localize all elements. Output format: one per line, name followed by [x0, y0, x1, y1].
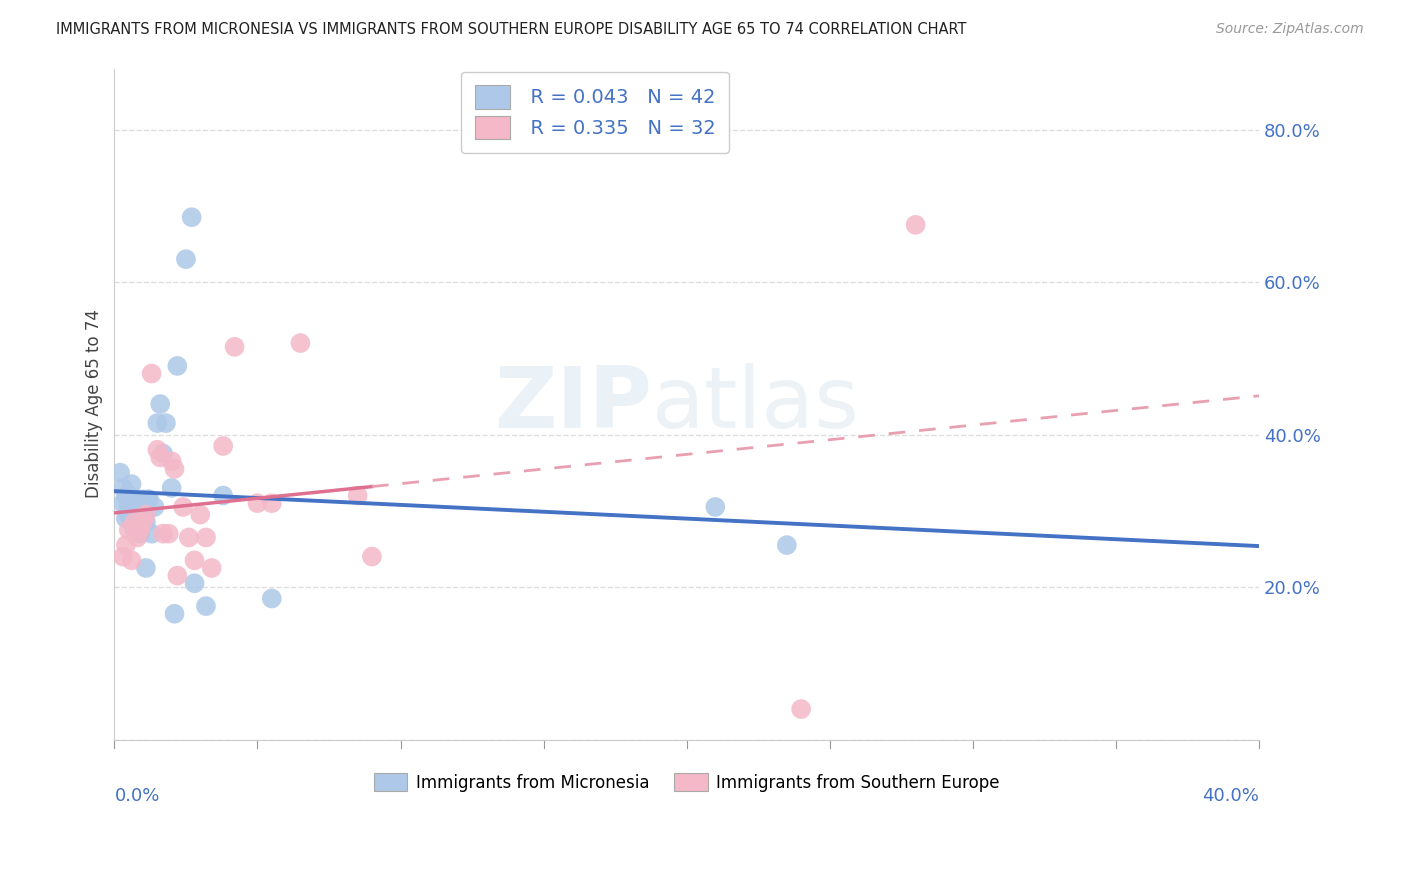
- Point: [124, 511, 146, 525]
- Point: [132, 492, 155, 507]
- Point: [132, 508, 155, 522]
- Point: [121, 515, 143, 529]
- Point: [194, 531, 217, 545]
- Point: [111, 549, 134, 564]
- Point: [904, 218, 927, 232]
- Point: [361, 549, 384, 564]
- Point: [177, 531, 200, 545]
- Point: [183, 553, 205, 567]
- Point: [132, 515, 155, 529]
- Point: [127, 504, 149, 518]
- Point: [704, 500, 727, 514]
- Point: [121, 553, 143, 567]
- Text: ZIP: ZIP: [495, 362, 652, 445]
- Point: [121, 500, 143, 514]
- Point: [108, 466, 131, 480]
- Point: [212, 489, 235, 503]
- Text: atlas: atlas: [652, 362, 860, 445]
- Text: Source: ZipAtlas.com: Source: ZipAtlas.com: [1216, 22, 1364, 37]
- Legend: Immigrants from Micronesia, Immigrants from Southern Europe: Immigrants from Micronesia, Immigrants f…: [367, 767, 1007, 798]
- Point: [152, 447, 174, 461]
- Point: [146, 442, 169, 457]
- Point: [163, 462, 186, 476]
- Point: [149, 450, 172, 465]
- Point: [157, 526, 180, 541]
- Point: [290, 336, 312, 351]
- Point: [146, 416, 169, 430]
- Point: [124, 492, 146, 507]
- Y-axis label: Disability Age 65 to 74: Disability Age 65 to 74: [86, 310, 103, 499]
- Point: [149, 397, 172, 411]
- Point: [152, 526, 174, 541]
- Point: [346, 489, 368, 503]
- Point: [194, 599, 217, 614]
- Point: [118, 489, 141, 503]
- Point: [111, 481, 134, 495]
- Point: [141, 367, 163, 381]
- Point: [115, 538, 138, 552]
- Point: [121, 477, 143, 491]
- Text: IMMIGRANTS FROM MICRONESIA VS IMMIGRANTS FROM SOUTHERN EUROPE DISABILITY AGE 65 : IMMIGRANTS FROM MICRONESIA VS IMMIGRANTS…: [56, 22, 967, 37]
- Point: [118, 508, 141, 522]
- Point: [118, 523, 141, 537]
- Point: [129, 526, 152, 541]
- Point: [129, 515, 152, 529]
- Point: [172, 500, 194, 514]
- Point: [127, 531, 149, 545]
- Point: [260, 496, 283, 510]
- Point: [135, 561, 157, 575]
- Point: [127, 500, 149, 514]
- Point: [135, 515, 157, 529]
- Point: [260, 591, 283, 606]
- Text: 0.0%: 0.0%: [114, 787, 160, 805]
- Point: [141, 526, 163, 541]
- Point: [174, 252, 197, 267]
- Point: [124, 523, 146, 537]
- Point: [188, 508, 211, 522]
- Point: [160, 481, 183, 495]
- Point: [201, 561, 224, 575]
- Point: [166, 568, 188, 582]
- Point: [124, 515, 146, 529]
- Point: [790, 702, 813, 716]
- Point: [138, 492, 160, 507]
- Point: [183, 576, 205, 591]
- Point: [135, 508, 157, 522]
- Point: [129, 500, 152, 514]
- Point: [776, 538, 799, 552]
- Text: 40.0%: 40.0%: [1202, 787, 1258, 805]
- Point: [155, 416, 177, 430]
- Point: [160, 454, 183, 468]
- Point: [246, 496, 269, 510]
- Point: [143, 500, 166, 514]
- Point: [180, 211, 202, 225]
- Point: [166, 359, 188, 373]
- Point: [111, 496, 134, 510]
- Point: [138, 492, 160, 507]
- Point: [115, 489, 138, 503]
- Point: [212, 439, 235, 453]
- Point: [115, 511, 138, 525]
- Point: [118, 500, 141, 514]
- Point: [224, 340, 246, 354]
- Point: [163, 607, 186, 621]
- Point: [129, 523, 152, 537]
